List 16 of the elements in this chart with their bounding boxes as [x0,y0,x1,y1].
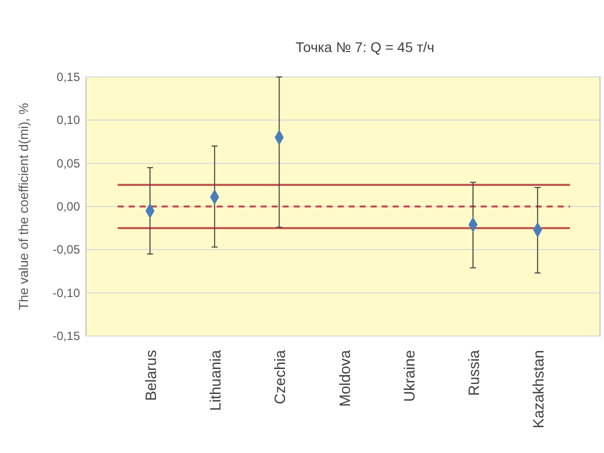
y-tick-label: 0,10 [56,113,80,128]
x-tick-label: Belarus [143,350,160,401]
y-tick-label: -0,05 [52,242,80,257]
y-tick-label: 0,05 [56,156,80,170]
x-tick-label: Moldova [336,349,354,407]
x-tick-label: Kazakhstan [530,350,548,428]
y-tick-label: 0,15 [56,70,80,84]
y-tick-label: -0,10 [52,286,80,300]
x-tick-label: Russia [466,349,483,396]
y-axis-title: The value of the coefficient d(mi), % [16,102,31,310]
x-tick-label: Lithuania [208,349,225,411]
chart-title: Точка № 7: Q = 45 т/ч [296,39,434,55]
y-tick-label: 0,00 [56,200,80,214]
x-tick-label: Ukraine [401,350,418,402]
y-tick-label: -0,15 [52,329,80,343]
x-tick-label: Czechia [272,349,290,404]
